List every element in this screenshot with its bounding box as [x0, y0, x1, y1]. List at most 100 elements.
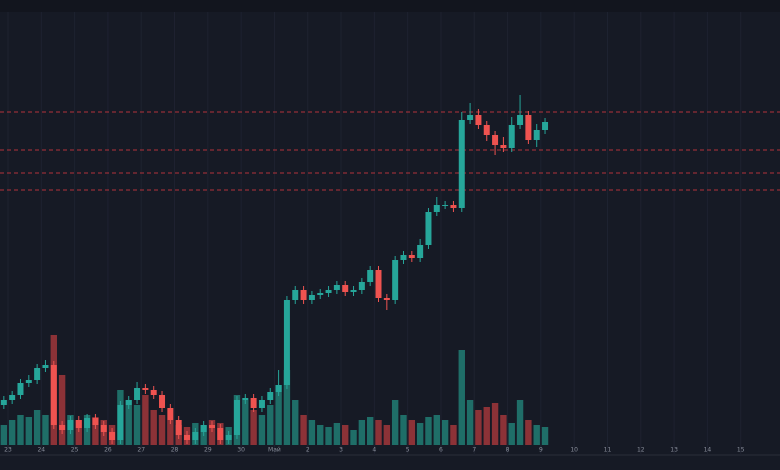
candle-body [67, 420, 74, 430]
candle-body [283, 300, 290, 385]
candle-body [533, 130, 540, 140]
candle-body [34, 368, 41, 380]
candle-body [258, 400, 265, 408]
x-tick-label: 30 [237, 447, 245, 454]
volume-bar [58, 375, 66, 445]
volume-bar [167, 420, 174, 445]
candle-body [225, 435, 232, 440]
x-tick-label: 14 [704, 447, 712, 454]
volume-bar [425, 417, 432, 445]
candle-body [17, 383, 24, 395]
candle-body [75, 420, 82, 428]
candle-body [500, 145, 507, 148]
candle-body [208, 425, 215, 428]
x-tick-label: 24 [37, 447, 45, 454]
volume-bar [533, 425, 540, 445]
volume-bar [42, 415, 49, 445]
candle-body [375, 270, 382, 298]
candle-body [392, 260, 399, 300]
candle-body [192, 432, 199, 440]
candle-body [25, 380, 32, 383]
volume-bar [267, 405, 274, 445]
volume-bar [333, 423, 341, 445]
x-tick-label: 8 [506, 447, 510, 454]
volume-bar [491, 403, 499, 445]
candle-body [467, 115, 474, 120]
volume-bar [433, 415, 440, 445]
volume-bar [158, 415, 166, 445]
volume-bar [292, 400, 299, 445]
candle-body [42, 365, 49, 368]
candle-body [492, 135, 499, 145]
candle-body [308, 295, 315, 300]
volume-bar [466, 400, 474, 445]
x-tick-label: 12 [637, 447, 645, 454]
candle-body [142, 388, 149, 390]
candle-body [134, 388, 141, 400]
volume-bar [358, 420, 366, 445]
volume-bar [250, 410, 257, 445]
volume-bar [275, 385, 282, 445]
volume-bar [350, 430, 357, 445]
candle-body [483, 125, 490, 135]
volume-bar [500, 415, 507, 445]
candle-body [9, 395, 16, 400]
candle-body [275, 385, 282, 392]
volume-bar [458, 350, 465, 445]
candle-body [167, 408, 174, 420]
candle-body [175, 420, 182, 435]
candle-body [442, 205, 449, 206]
x-tick-label: 28 [171, 447, 179, 454]
volume-bar [125, 400, 132, 445]
candle-body [417, 245, 424, 258]
x-tick-label: 25 [71, 447, 79, 454]
candle-body [425, 212, 432, 245]
volume-bar [475, 410, 482, 445]
candle-body [408, 255, 415, 258]
volume-bar [258, 415, 266, 445]
x-tick-label: 27 [137, 447, 145, 454]
volume-bar [516, 400, 524, 445]
x-tick-label: 13 [670, 447, 678, 454]
volume-bar [483, 407, 490, 445]
candle-body [84, 418, 91, 428]
candle-body [184, 435, 191, 440]
x-tick-label: 4 [372, 447, 376, 454]
candle-body [217, 428, 224, 440]
volume-bar [391, 400, 399, 445]
x-tick-label: Май [268, 447, 281, 454]
candle-body [100, 425, 107, 432]
x-tick-label: 9 [539, 447, 543, 454]
volume-bar [450, 425, 457, 445]
volume-bar [242, 400, 249, 445]
candle-body [109, 432, 116, 440]
candle-body [317, 293, 324, 295]
candle-body [475, 115, 482, 125]
candle-body [358, 282, 365, 290]
candle-body [150, 390, 157, 395]
candle-body [242, 398, 249, 400]
volume-bar [342, 425, 349, 445]
volume-bar [366, 417, 374, 445]
volume-bar [133, 405, 141, 445]
volume-bar [92, 417, 99, 445]
candle-body [450, 205, 457, 208]
volume-bar [375, 420, 382, 445]
x-tick-label: 10 [570, 447, 578, 454]
volume-bar [408, 420, 416, 445]
volume-bar [400, 415, 407, 445]
volume-bar [33, 410, 41, 445]
volume-bar [325, 427, 332, 445]
volume-bar [0, 425, 8, 445]
x-tick-label: 26 [104, 447, 112, 454]
volume-bar [75, 420, 82, 445]
candle-body [125, 400, 132, 405]
candle-body [250, 398, 257, 408]
candle-body [367, 270, 374, 282]
volume-bar [25, 417, 33, 445]
candle-body [59, 425, 66, 430]
candle-body [159, 395, 166, 408]
volume-bar [541, 427, 549, 445]
